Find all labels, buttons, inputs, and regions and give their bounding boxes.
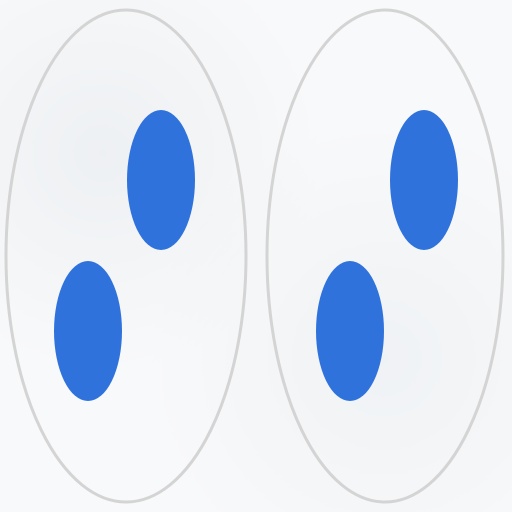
right-cell[interactable] [265,8,505,504]
right-cell-outline [265,8,505,504]
right-cell-dot-upper [390,110,458,250]
left-cell-dot-lower [54,261,122,401]
left-cell[interactable] [4,8,248,504]
right-cell-dot-lower [316,261,384,401]
left-cell-dot-upper [127,110,195,250]
left-cell-outline [4,8,248,504]
